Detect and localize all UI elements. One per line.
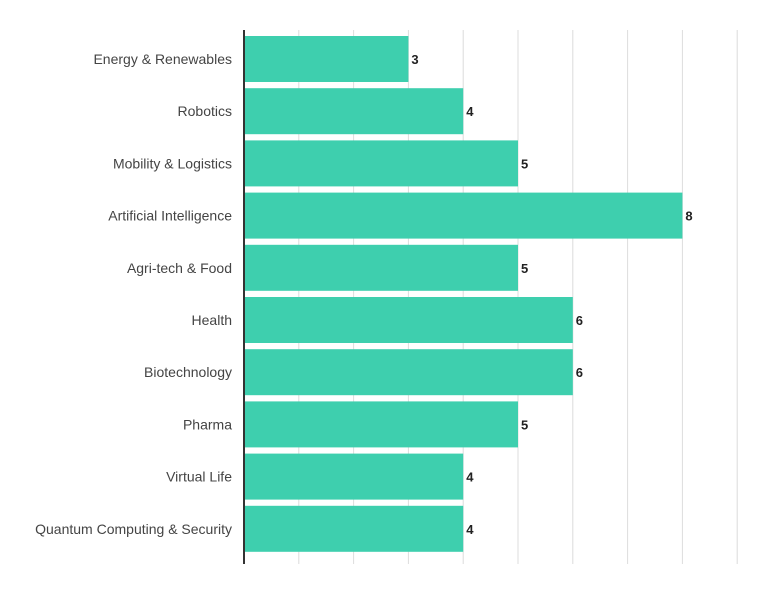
category-label: Mobility & Logistics (113, 155, 232, 171)
category-label: Biotechnology (144, 364, 232, 380)
data-label: 6 (576, 365, 583, 380)
data-label: 5 (521, 156, 528, 171)
category-label: Energy & Renewables (93, 51, 232, 67)
bar (244, 505, 464, 552)
data-label: 5 (521, 261, 528, 276)
category-label: Artificial Intelligence (108, 208, 232, 224)
data-label: 5 (521, 417, 528, 432)
category-label: Health (192, 312, 232, 328)
bar (244, 297, 573, 343)
data-label: 6 (576, 313, 583, 328)
bar (244, 192, 683, 239)
data-label: 3 (411, 52, 418, 67)
bar (244, 88, 464, 135)
data-label: 4 (466, 470, 474, 485)
category-label: Pharma (183, 416, 232, 432)
data-label: 8 (685, 209, 692, 224)
bar (244, 244, 518, 291)
category-label: Quantum Computing & Security (35, 521, 232, 537)
bar (244, 349, 573, 396)
data-label: 4 (466, 522, 474, 537)
category-label: Agri-tech & Food (127, 260, 232, 276)
labels: Energy & Renewables 3 Robotics 4 Mobility & … (35, 51, 693, 537)
data-label: 4 (466, 104, 474, 119)
bars (244, 36, 683, 552)
bar (244, 401, 518, 448)
category-label: Robotics (178, 103, 232, 119)
bar (244, 453, 464, 500)
bar (244, 140, 518, 187)
bar (244, 36, 409, 82)
category-label: Virtual Life (166, 469, 232, 485)
